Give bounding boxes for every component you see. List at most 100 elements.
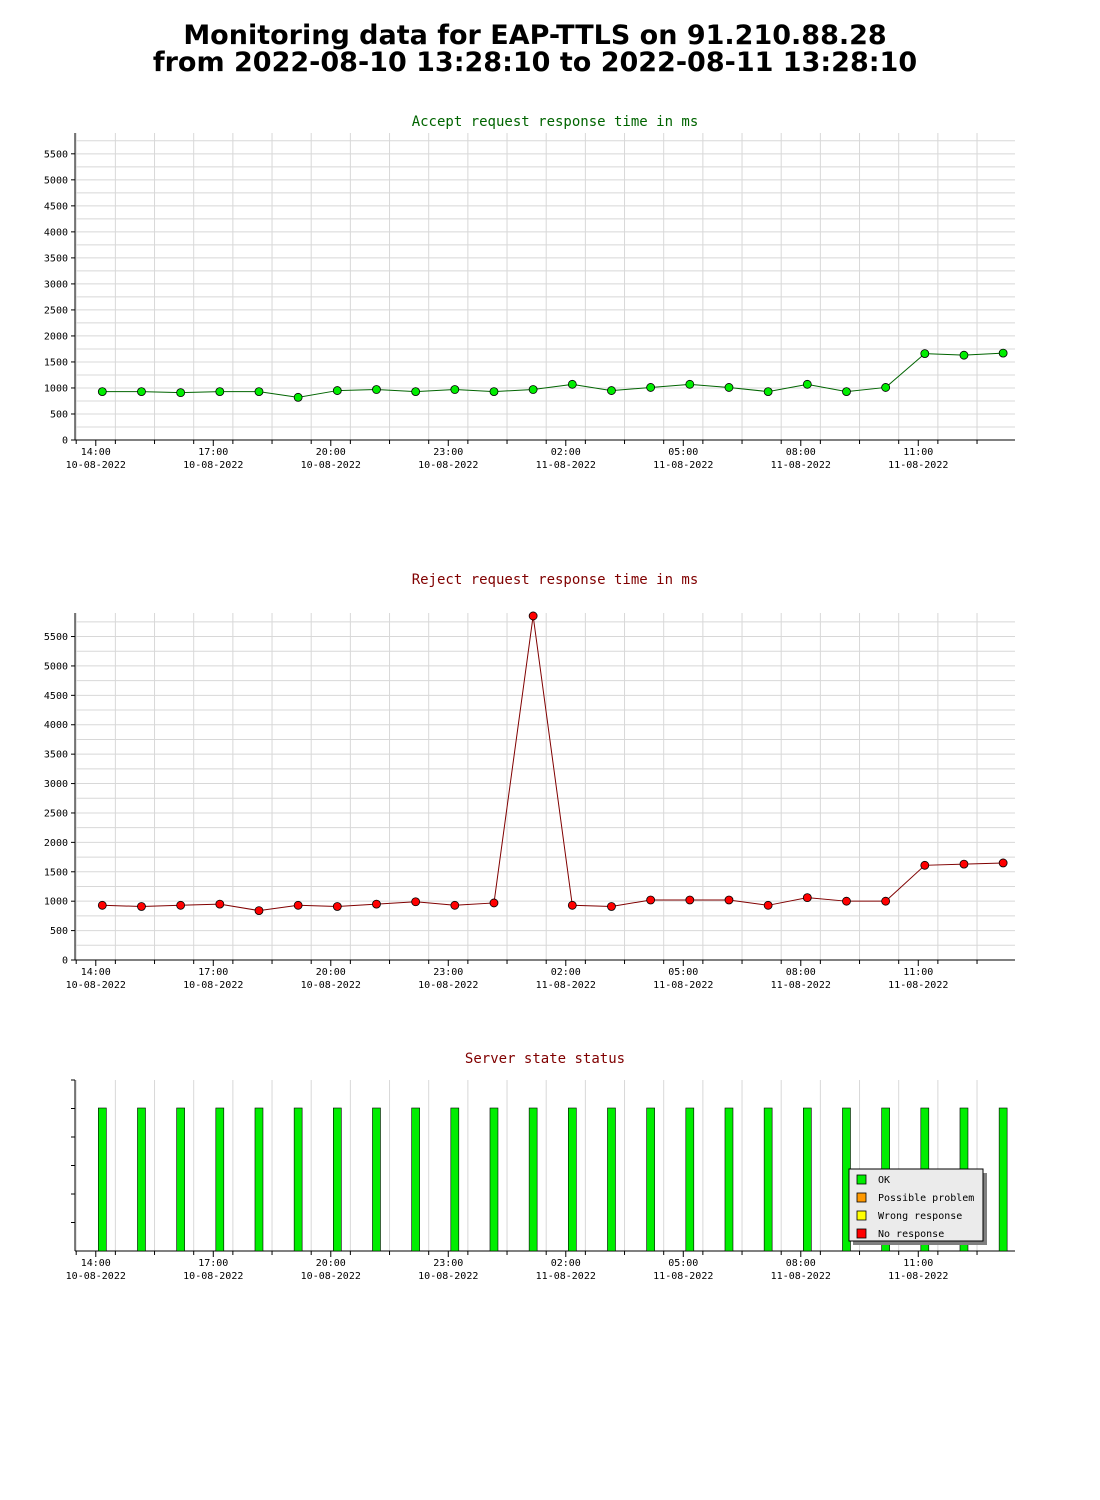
data-point [724, 895, 734, 905]
chart-0-title: Accept request response time in ms [412, 114, 699, 130]
data-point [97, 387, 107, 397]
x-tick-label-time: 23:00 [433, 967, 463, 978]
data-point [450, 900, 460, 910]
x-tick-label-date: 11-08-2022 [536, 1271, 596, 1282]
data-point [881, 383, 891, 392]
data-point [97, 900, 107, 910]
y-tick-label: 2000 [44, 838, 68, 849]
data-point [724, 383, 734, 392]
data-point [959, 859, 969, 869]
y-tick-label: 5500 [44, 632, 68, 643]
y-tick-label: 4000 [44, 227, 68, 238]
y-tick-label: 4500 [44, 201, 68, 212]
data-point [489, 387, 499, 397]
y-tick-label: 1500 [44, 867, 68, 878]
y-tick-label: 3000 [44, 279, 68, 290]
data-point [293, 900, 303, 910]
x-tick-label-time: 05:00 [668, 1258, 698, 1269]
x-tick-label-date: 10-08-2022 [66, 1271, 126, 1282]
x-tick-label-date: 10-08-2022 [66, 980, 126, 991]
data-point [959, 350, 969, 360]
x-tick-label-date: 10-08-2022 [301, 460, 361, 471]
page-title-line-2: from 2022-08-10 13:28:10 to 2022-08-11 1… [152, 47, 918, 78]
data-point [646, 383, 656, 392]
x-tick-label-time: 02:00 [551, 1258, 581, 1269]
data-point [998, 348, 1008, 358]
data-point [489, 898, 499, 908]
data-point [842, 896, 851, 906]
status-bar [724, 1107, 734, 1252]
y-tick-label: 5000 [44, 661, 68, 672]
x-tick-label-time: 20:00 [316, 447, 346, 458]
legend-label: No response [878, 1229, 944, 1240]
data-point [372, 899, 381, 909]
data-point [137, 902, 146, 911]
chart-0-frame: 14:00 10-08-2022 17:00 10-08-2022 20:00 10-08… [66, 133, 1015, 471]
status-bar [607, 1107, 616, 1252]
x-tick-label-time: 11:00 [903, 447, 933, 458]
status-bar [803, 1107, 812, 1252]
legend-label: OK [878, 1175, 890, 1186]
data-point [176, 388, 186, 398]
x-tick-label-date: 11-08-2022 [653, 1271, 713, 1282]
x-tick-label-date: 10-08-2022 [418, 1271, 478, 1282]
x-tick-label-time: 17:00 [198, 1258, 228, 1269]
status-bar [528, 1107, 538, 1252]
x-tick-label-date: 10-08-2022 [183, 460, 243, 471]
status-legend: OK Possible problem Wrong response No respo… [848, 1168, 987, 1245]
data-point [685, 895, 695, 905]
y-tick-label: 3500 [44, 750, 68, 761]
x-tick-label-date: 11-08-2022 [536, 460, 596, 471]
data-point [646, 895, 656, 905]
data-point [215, 387, 225, 397]
y-tick-label: 2500 [44, 808, 68, 819]
x-tick-label-time: 14:00 [81, 967, 111, 978]
x-tick-label-date: 10-08-2022 [418, 460, 478, 471]
data-point [802, 893, 812, 903]
data-point [254, 906, 264, 915]
data-point [450, 385, 460, 394]
x-tick-label-date: 11-08-2022 [888, 1271, 948, 1282]
x-tick-label-date: 11-08-2022 [771, 1271, 831, 1282]
x-tick-label-time: 05:00 [668, 967, 698, 978]
y-tick-label: 2500 [44, 305, 68, 316]
status-bar [293, 1107, 303, 1252]
status-bar [98, 1107, 107, 1252]
data-point [215, 899, 225, 909]
y-tick-label: 4500 [44, 691, 68, 702]
x-tick-label-date: 10-08-2022 [66, 460, 126, 471]
legend-box [848, 1168, 984, 1242]
x-tick-label-date: 11-08-2022 [653, 980, 713, 991]
data-point [411, 897, 421, 907]
x-tick-label-time: 20:00 [316, 967, 346, 978]
x-tick-label-time: 11:00 [903, 1258, 933, 1269]
status-bar [254, 1107, 264, 1252]
x-tick-label-time: 02:00 [551, 447, 581, 458]
x-tick-label-time: 17:00 [198, 447, 228, 458]
page-title: Monitoring data for EAP-TTLS on 91.210.8… [0, 22, 1070, 76]
status-bar [333, 1107, 342, 1252]
x-tick-label-date: 11-08-2022 [536, 980, 596, 991]
status-bar [411, 1107, 420, 1252]
x-tick-label-time: 20:00 [316, 1258, 346, 1269]
data-point [920, 349, 930, 359]
y-tick-label: 5500 [44, 149, 68, 160]
data-point [293, 392, 303, 402]
x-tick-label-time: 08:00 [786, 967, 816, 978]
x-tick-label-time: 08:00 [786, 1258, 816, 1269]
status-bar [763, 1107, 773, 1252]
y-tick-label: 500 [50, 926, 68, 937]
y-tick-label: 1000 [44, 383, 68, 394]
data-point [842, 387, 851, 397]
status-bar [176, 1107, 185, 1252]
x-tick-label-time: 08:00 [786, 447, 816, 458]
status-bar [998, 1107, 1008, 1252]
data-point [176, 900, 186, 910]
x-tick-label-date: 10-08-2022 [301, 1271, 361, 1282]
x-tick-label-time: 11:00 [903, 967, 933, 978]
legend-swatch [856, 1228, 867, 1239]
data-point [372, 385, 381, 394]
data-point [254, 387, 264, 397]
data-point [332, 386, 342, 395]
